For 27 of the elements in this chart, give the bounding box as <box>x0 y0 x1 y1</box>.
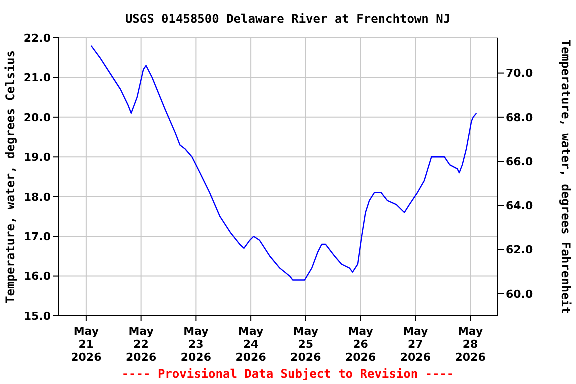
x-tick-label: May 27 2026 <box>400 325 432 364</box>
y-tick-label: 16.0 <box>24 270 52 284</box>
y2-tick-label: 60.0 <box>506 288 534 301</box>
text: ---- Provisional Data Subject to Revision ---- <box>120 367 456 381</box>
chart-title: USGS 01458500 Delaware River at Frenchtown NJ <box>124 12 452 26</box>
x-tick-label: May 25 2026 <box>290 325 322 364</box>
x-tick-label: May 21 2026 <box>71 325 102 364</box>
y-tick-label: 15.0 <box>24 310 52 323</box>
y-tick-label: 20.0 <box>24 111 52 124</box>
y-tick-label: 22.0 <box>24 32 52 45</box>
y-tick-label: 21.0 <box>24 72 52 85</box>
y2-tick-label: 68.0 <box>506 111 534 124</box>
x-tick-label: May 26 2026 <box>346 325 376 364</box>
x-tick-label: May 22 2026 <box>126 325 157 364</box>
x-tick-label: May 23 2026 <box>180 325 212 364</box>
y-tick-label: 17.0 <box>24 230 52 244</box>
x-tick-label: May 28 2026 <box>455 325 486 364</box>
y-tick-label: 19.0 <box>24 151 52 164</box>
y2-axis-title: Temperature, water, degrees Fahrenheit <box>558 40 573 314</box>
y-axis-title: Temperature, water, degrees Celsius <box>3 50 18 304</box>
line-series <box>90 45 478 281</box>
x-tick-label: May 24 2026 <box>236 325 267 364</box>
y2-tick-label: 66.0 <box>506 155 534 168</box>
y2-tick-label: 70.0 <box>506 67 534 80</box>
y2-tick-label: 62.0 <box>506 244 534 257</box>
y2-tick-label: 64.0 <box>506 200 534 213</box>
y-tick-label: 18.0 <box>24 190 52 204</box>
